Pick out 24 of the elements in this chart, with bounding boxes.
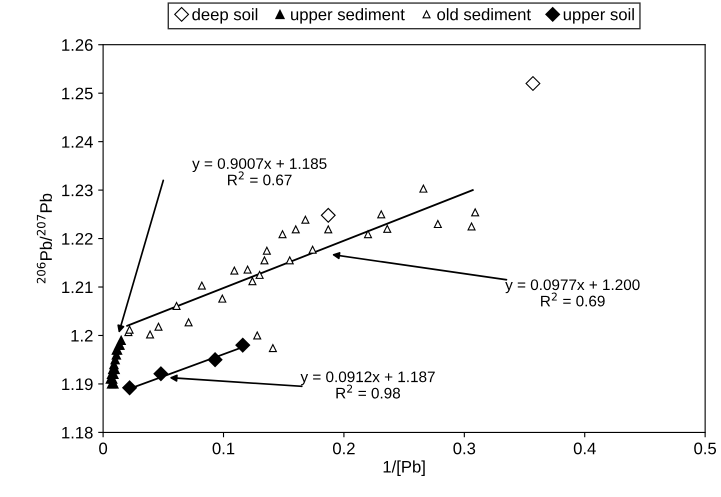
x-tick-label: 0.5 [694,442,716,454]
x-tick-label: 0 [99,442,108,454]
y-tick-label: 1.25 [62,88,93,100]
x-tick-label: 0.1 [212,442,234,454]
legend-label: upper sediment [291,8,405,24]
y-tick-label: 1.23 [62,184,93,196]
y-tick-label: 1.24 [62,136,93,148]
legend-label: old sediment [437,8,531,20]
y-axis-title: $^{206}$Pb/$^{207}$Pb [36,194,52,284]
annotation: y = 0.9007x + 1.185 R$^{2}$ = 0.67 [192,158,327,186]
y-tick-label: 1.19 [62,378,93,390]
annotation: y = 0.0912x + 1.187 R$^{2}$ = 0.98 [300,371,435,399]
y-tick-label: 1.18 [62,426,93,439]
x-tick-label: 0.3 [453,442,476,454]
legend-label: deep soil [192,8,258,24]
legend-label: upper soil [564,8,634,24]
y-tick-label: 1.21 [62,281,93,294]
y-tick-label: 1.22 [62,232,93,245]
x-axis-title: 1/[Pb] [384,460,425,476]
annotation: y = 0.0977x + 1.200 R$^{2}$ = 0.69 [505,279,640,306]
x-tick-label: 0.2 [332,442,355,454]
x-tick-label: 0.4 [574,442,596,454]
y-tick-label: 1.2 [71,330,93,342]
y-tick-label: 1.26 [62,39,93,51]
